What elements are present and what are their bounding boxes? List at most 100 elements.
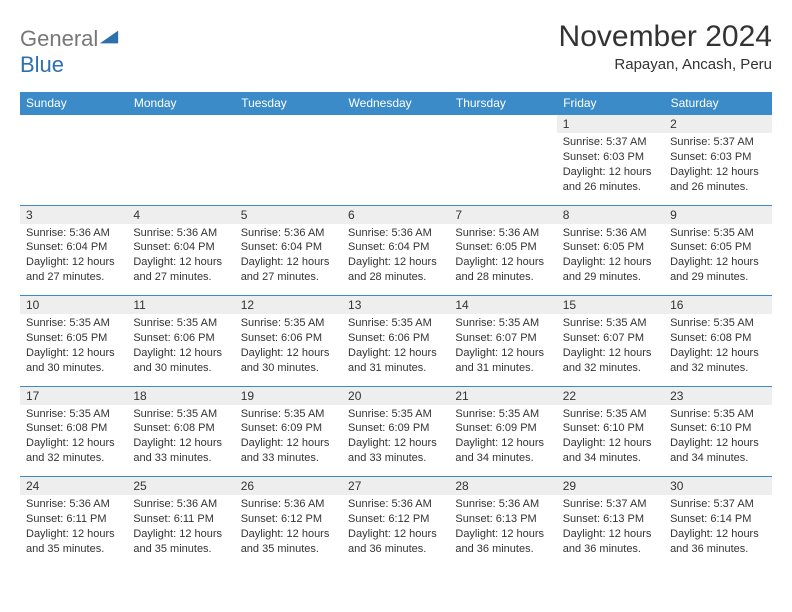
sunset-line: Sunset: 6:05 PM [455,240,550,255]
sunset-line: Sunset: 6:11 PM [26,512,121,527]
day-header: Monday [127,92,234,115]
day-number-cell: 18 [127,386,234,405]
week-number-row: 12 [20,115,772,134]
month-title: November 2024 [559,20,772,54]
logo-word2: Blue [20,52,64,77]
day-detail-cell: Sunrise: 5:35 AMSunset: 6:09 PMDaylight:… [342,405,449,477]
daylight-line: Daylight: 12 hours and 33 minutes. [133,436,228,466]
sunset-line: Sunset: 6:12 PM [241,512,336,527]
sunset-line: Sunset: 6:07 PM [563,331,658,346]
day-detail-cell: Sunrise: 5:35 AMSunset: 6:06 PMDaylight:… [235,314,342,386]
day-detail-cell: Sunrise: 5:35 AMSunset: 6:06 PMDaylight:… [342,314,449,386]
sunrise-line: Sunrise: 5:37 AM [670,497,765,512]
daylight-line: Daylight: 12 hours and 33 minutes. [241,436,336,466]
day-header: Friday [557,92,664,115]
sunset-line: Sunset: 6:04 PM [348,240,443,255]
sunrise-line: Sunrise: 5:35 AM [348,316,443,331]
day-number-cell: 11 [127,296,234,315]
sunset-line: Sunset: 6:11 PM [133,512,228,527]
sunset-line: Sunset: 6:06 PM [241,331,336,346]
daylight-line: Daylight: 12 hours and 36 minutes. [455,527,550,557]
day-number-cell: 22 [557,386,664,405]
day-header: Wednesday [342,92,449,115]
sunset-line: Sunset: 6:08 PM [670,331,765,346]
day-detail-cell: Sunrise: 5:36 AMSunset: 6:05 PMDaylight:… [449,224,556,296]
day-number-cell: 16 [664,296,771,315]
daylight-line: Daylight: 12 hours and 35 minutes. [133,527,228,557]
sunrise-line: Sunrise: 5:36 AM [563,226,658,241]
day-number-cell: 5 [235,205,342,224]
daylight-line: Daylight: 12 hours and 29 minutes. [563,255,658,285]
sunrise-line: Sunrise: 5:36 AM [241,497,336,512]
day-detail-cell: Sunrise: 5:35 AMSunset: 6:07 PMDaylight:… [449,314,556,386]
daylight-line: Daylight: 12 hours and 28 minutes. [455,255,550,285]
sunrise-line: Sunrise: 5:35 AM [670,226,765,241]
sunrise-line: Sunrise: 5:37 AM [563,135,658,150]
day-detail-cell: Sunrise: 5:36 AMSunset: 6:11 PMDaylight:… [20,495,127,567]
sunset-line: Sunset: 6:12 PM [348,512,443,527]
day-number-cell: 4 [127,205,234,224]
logo: GeneralBlue [20,20,120,78]
day-number-cell [342,115,449,134]
daylight-line: Daylight: 12 hours and 31 minutes. [348,346,443,376]
daylight-line: Daylight: 12 hours and 32 minutes. [26,436,121,466]
daylight-line: Daylight: 12 hours and 32 minutes. [670,346,765,376]
daylight-line: Daylight: 12 hours and 34 minutes. [563,436,658,466]
day-number-cell: 28 [449,477,556,496]
day-number-cell: 7 [449,205,556,224]
sunrise-line: Sunrise: 5:36 AM [26,497,121,512]
calendar-header-row: SundayMondayTuesdayWednesdayThursdayFrid… [20,92,772,115]
day-number-cell: 9 [664,205,771,224]
sunrise-line: Sunrise: 5:35 AM [670,407,765,422]
daylight-line: Daylight: 12 hours and 32 minutes. [563,346,658,376]
daylight-line: Daylight: 12 hours and 36 minutes. [670,527,765,557]
calendar-table: SundayMondayTuesdayWednesdayThursdayFrid… [20,92,772,567]
daylight-line: Daylight: 12 hours and 26 minutes. [563,165,658,195]
week-detail-row: Sunrise: 5:35 AMSunset: 6:05 PMDaylight:… [20,314,772,386]
day-detail-cell: Sunrise: 5:36 AMSunset: 6:11 PMDaylight:… [127,495,234,567]
day-header: Tuesday [235,92,342,115]
daylight-line: Daylight: 12 hours and 35 minutes. [26,527,121,557]
week-number-row: 24252627282930 [20,477,772,496]
day-number-cell [20,115,127,134]
sunrise-line: Sunrise: 5:35 AM [348,407,443,422]
sunset-line: Sunset: 6:03 PM [563,150,658,165]
sunrise-line: Sunrise: 5:37 AM [563,497,658,512]
day-number-cell: 8 [557,205,664,224]
day-detail-cell: Sunrise: 5:36 AMSunset: 6:12 PMDaylight:… [235,495,342,567]
sunrise-line: Sunrise: 5:36 AM [348,226,443,241]
daylight-line: Daylight: 12 hours and 27 minutes. [26,255,121,285]
day-detail-cell [235,133,342,205]
day-detail-cell: Sunrise: 5:36 AMSunset: 6:04 PMDaylight:… [127,224,234,296]
day-detail-cell: Sunrise: 5:35 AMSunset: 6:10 PMDaylight:… [557,405,664,477]
sunrise-line: Sunrise: 5:35 AM [26,407,121,422]
day-detail-cell: Sunrise: 5:37 AMSunset: 6:13 PMDaylight:… [557,495,664,567]
title-block: November 2024 Rapayan, Ancash, Peru [559,20,772,73]
day-number-cell: 6 [342,205,449,224]
day-number-cell: 23 [664,386,771,405]
sunset-line: Sunset: 6:05 PM [563,240,658,255]
day-number-cell [127,115,234,134]
day-detail-cell: Sunrise: 5:35 AMSunset: 6:06 PMDaylight:… [127,314,234,386]
daylight-line: Daylight: 12 hours and 30 minutes. [133,346,228,376]
sunrise-line: Sunrise: 5:35 AM [455,316,550,331]
day-number-cell: 13 [342,296,449,315]
day-detail-cell: Sunrise: 5:35 AMSunset: 6:08 PMDaylight:… [664,314,771,386]
sunset-line: Sunset: 6:08 PM [26,421,121,436]
day-header: Thursday [449,92,556,115]
sunset-line: Sunset: 6:04 PM [26,240,121,255]
daylight-line: Daylight: 12 hours and 28 minutes. [348,255,443,285]
sunrise-line: Sunrise: 5:35 AM [563,316,658,331]
day-detail-cell: Sunrise: 5:36 AMSunset: 6:04 PMDaylight:… [342,224,449,296]
week-detail-row: Sunrise: 5:37 AMSunset: 6:03 PMDaylight:… [20,133,772,205]
day-detail-cell [449,133,556,205]
header: GeneralBlue November 2024 Rapayan, Ancas… [20,20,772,78]
sunset-line: Sunset: 6:10 PM [670,421,765,436]
daylight-line: Daylight: 12 hours and 36 minutes. [563,527,658,557]
sunrise-line: Sunrise: 5:36 AM [133,226,228,241]
day-detail-cell [127,133,234,205]
sunset-line: Sunset: 6:04 PM [133,240,228,255]
logo-triangle-icon [98,28,120,46]
week-number-row: 10111213141516 [20,296,772,315]
day-number-cell: 27 [342,477,449,496]
